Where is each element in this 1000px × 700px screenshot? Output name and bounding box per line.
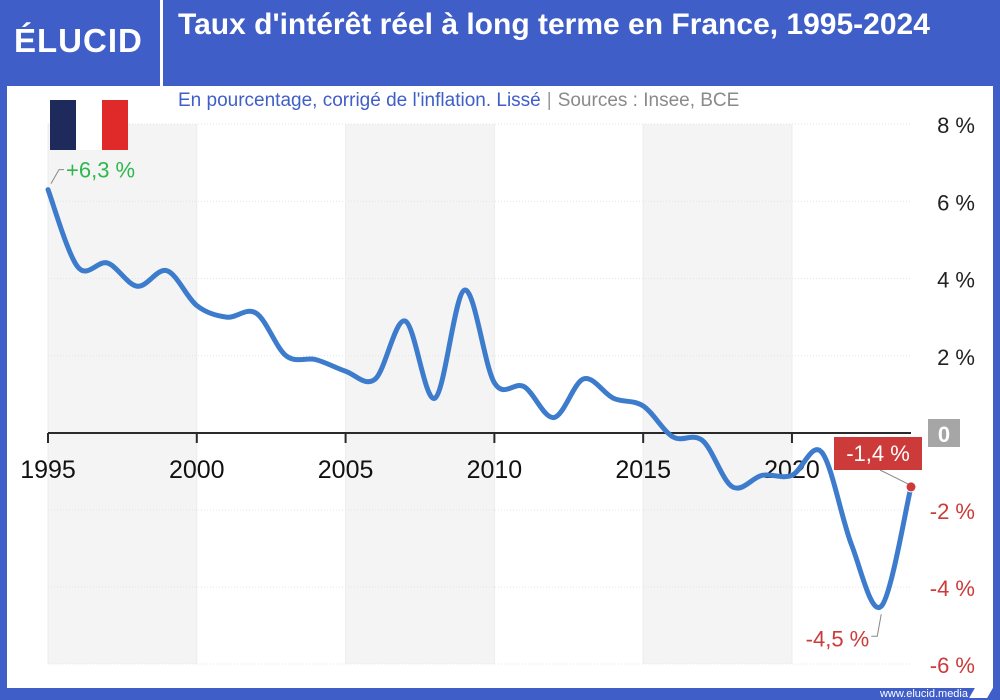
- y-tick-label: 6 %: [937, 190, 975, 215]
- chart-title: Taux d'intérêt réel à long terme en Fran…: [178, 8, 930, 41]
- zero-badge: [928, 419, 960, 447]
- subtitle-separator: |: [546, 90, 552, 111]
- data-point-last: [905, 481, 917, 493]
- annotation-leader: [871, 614, 882, 637]
- alternating-bands: [48, 124, 792, 664]
- grid-band: [643, 124, 792, 664]
- header-bar: ÉLUCID Taux d'intérêt réel à long terme …: [0, 0, 1000, 86]
- x-tick-label: 2000: [169, 456, 225, 484]
- annotation-last-box: [834, 437, 922, 470]
- y-tick-label: 2 %: [937, 345, 975, 370]
- annotation-leader: [50, 169, 64, 184]
- x-tick-label: 2010: [467, 456, 523, 484]
- sources-text: Sources : Insee, BCE: [557, 90, 740, 111]
- y-tick-label: 0: [938, 422, 950, 447]
- y-tick-label: -2 %: [930, 499, 975, 524]
- y-tick-label: 8 %: [937, 113, 975, 138]
- subtitle-text: En pourcentage, corrigé de l'inflation. …: [178, 90, 541, 111]
- x-tick-label: 2005: [318, 456, 374, 484]
- grid-band: [345, 124, 495, 664]
- grid-lines: [47, 123, 911, 665]
- x-axis: 1995 2000 2005 2010 2015 2020: [20, 433, 820, 484]
- y-axis: 8 % 6 % 4 % 2 % 0 -2 % -4 % -6 %: [928, 113, 975, 678]
- x-tick-label: 1995: [20, 456, 76, 484]
- x-tick-label: 2020: [764, 456, 820, 484]
- y-tick-label: -6 %: [930, 653, 975, 678]
- header-divider: [160, 0, 163, 86]
- annotations-layer: +6,3 % -4,5 % -1,4 %: [50, 158, 922, 651]
- x-tick-label: 2015: [615, 456, 671, 484]
- brand-logo: ÉLUCID: [14, 22, 143, 59]
- grid-band: [48, 124, 197, 664]
- annotation-max: +6,3 %: [66, 158, 135, 183]
- annotation-min: -4,5 %: [806, 626, 870, 651]
- france-flag-icon: [50, 100, 128, 150]
- series-layer: [45, 187, 917, 611]
- y-tick-label: 4 %: [937, 268, 975, 293]
- y-tick-label: -4 %: [930, 576, 975, 601]
- series-line: [45, 187, 914, 611]
- annotation-leader: [879, 469, 909, 485]
- subtitle: En pourcentage, corrigé de l'inflation. …: [178, 90, 739, 112]
- footer-url[interactable]: www.elucid.media: [879, 688, 968, 700]
- annotation-last: -1,4 %: [846, 441, 910, 466]
